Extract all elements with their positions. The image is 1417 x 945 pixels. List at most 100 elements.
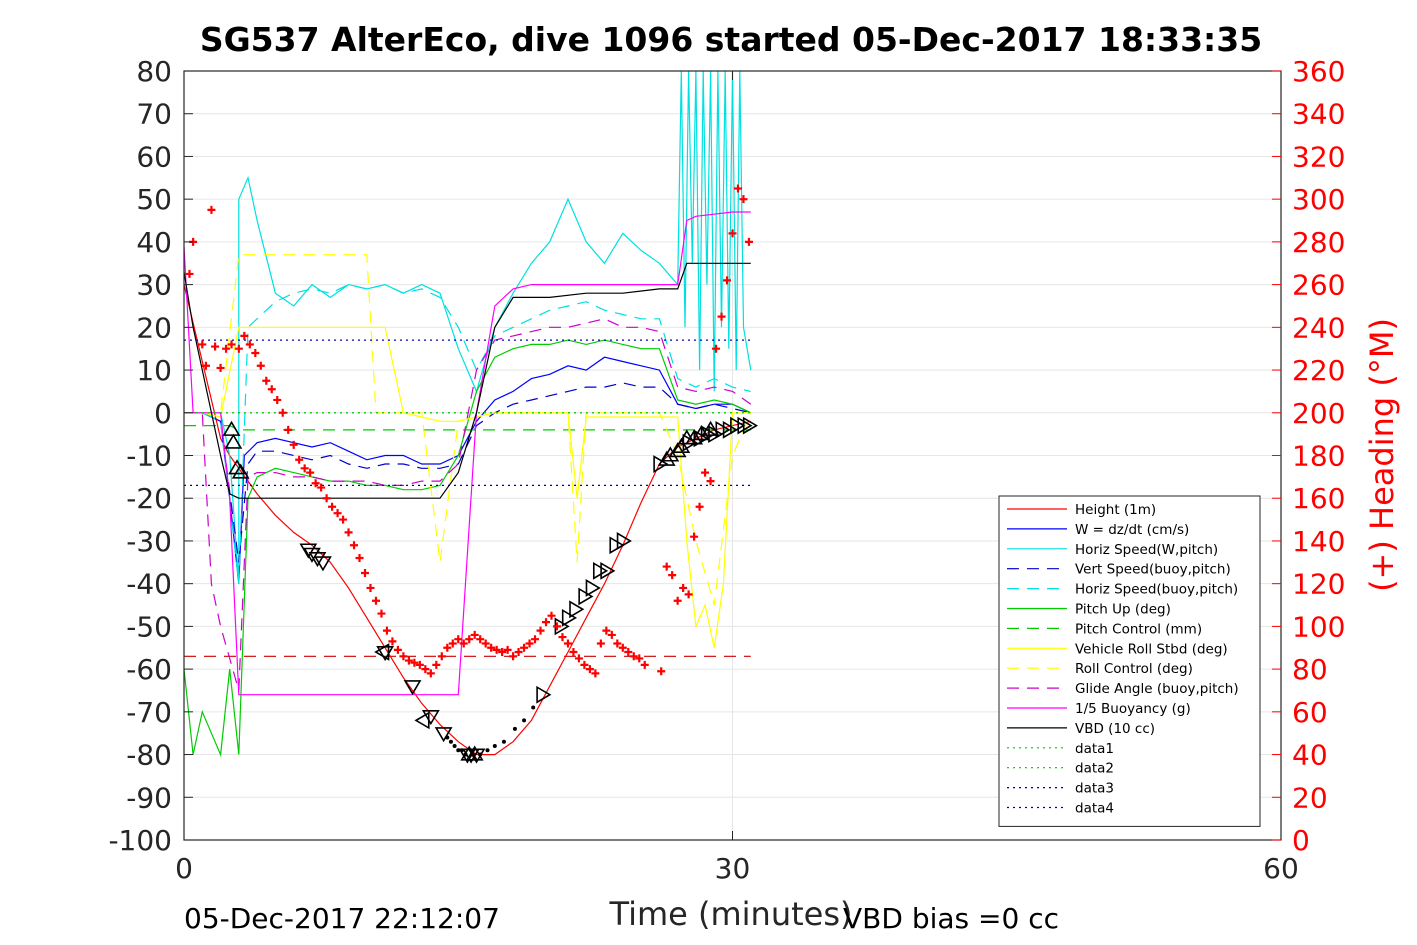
heading-point <box>350 541 359 550</box>
plot-area <box>184 71 759 764</box>
legend-label: Pitch Up (deg) <box>1075 602 1171 618</box>
heading-point <box>322 494 331 503</box>
heading-point <box>399 652 408 661</box>
legend-label: VBD (10 cc) <box>1075 721 1155 737</box>
series-line-4 <box>184 382 751 563</box>
chart-title: SG537 AlterEco, dive 1096 started 05-Dec… <box>200 20 1262 59</box>
heading-point <box>558 633 567 642</box>
heading-point <box>382 626 391 635</box>
heading-point <box>635 654 644 663</box>
right-tick-label: 320 <box>1292 140 1345 173</box>
heading-point <box>211 342 220 351</box>
heading-point <box>525 639 534 648</box>
left-tick-label: -30 <box>126 525 172 558</box>
heading-point <box>443 643 452 652</box>
legend-label: Height (1m) <box>1075 502 1156 518</box>
right-tick-label: 60 <box>1292 696 1328 729</box>
legend-label: Horiz Speed(W,pitch) <box>1075 542 1218 558</box>
left-tick-label: 60 <box>136 140 172 173</box>
heading-point <box>459 639 468 648</box>
dot-marker <box>456 748 461 753</box>
left-tick-label: 0 <box>154 397 172 430</box>
heading-point <box>509 652 518 661</box>
triangle-marker-down <box>434 727 453 743</box>
triangle-marker-right <box>693 429 709 448</box>
heading-point <box>580 660 589 669</box>
triangle-marker-up <box>701 420 720 436</box>
right-tick-label: 280 <box>1292 226 1345 259</box>
heading-point <box>629 652 638 661</box>
triangle-marker-down <box>308 551 327 568</box>
dot-marker <box>459 748 464 753</box>
dot-marker <box>478 752 483 757</box>
triangle-marker-right <box>578 587 594 606</box>
dot-marker <box>531 705 536 710</box>
heading-point <box>393 645 402 654</box>
right-tick-label: 120 <box>1292 568 1345 601</box>
heading-point <box>421 665 430 674</box>
heading-point <box>388 637 397 646</box>
triangle-marker-up <box>661 446 680 462</box>
left-tick-label: -90 <box>126 781 172 814</box>
triangle-marker-right <box>592 561 609 580</box>
heading-point <box>267 385 276 394</box>
series-line-8 <box>184 326 751 648</box>
heading-point <box>306 468 315 477</box>
heading-point <box>344 528 353 537</box>
series-line-2 <box>184 356 752 584</box>
heading-point <box>695 502 704 511</box>
heading-point <box>563 639 572 648</box>
dot-marker <box>492 744 497 749</box>
x-axis-label: Time (minutes) <box>609 895 853 933</box>
triangle-marker-up <box>668 442 687 458</box>
heading-point <box>618 643 627 652</box>
left-tick-label: -80 <box>126 739 172 772</box>
triangle-marker-right <box>682 433 698 452</box>
triangle-marker-right <box>715 420 731 439</box>
legend-label: data1 <box>1075 741 1114 757</box>
left-tick-label: -50 <box>126 610 172 643</box>
legend-label: data2 <box>1075 761 1114 777</box>
series-line-11 <box>184 211 751 696</box>
triangle-marker-right <box>609 536 625 555</box>
heading-point <box>717 312 726 321</box>
left-tick-label: 30 <box>136 269 172 302</box>
legend-label: Horiz Speed(buoy,pitch) <box>1075 582 1238 598</box>
right-tick-label: 300 <box>1292 183 1345 216</box>
heading-point <box>739 195 748 204</box>
heading-point <box>470 630 479 639</box>
heading-point <box>198 340 207 349</box>
heading-point <box>216 363 225 372</box>
heading-point <box>311 479 320 488</box>
heading-point <box>662 562 671 571</box>
heading-point <box>673 596 682 605</box>
left-tick-label: 20 <box>136 311 172 344</box>
triangle-marker-up <box>672 437 691 454</box>
series-line-5 <box>184 283 751 584</box>
heading-point <box>552 622 561 631</box>
triangle-marker-right <box>737 416 753 435</box>
heading-point <box>487 643 496 652</box>
heading-point <box>234 344 243 353</box>
legend-label: data4 <box>1075 801 1114 817</box>
dot-marker <box>522 718 527 723</box>
footer-vbd-bias: VBD bias =0 cc <box>843 902 1059 935</box>
heading-point <box>481 639 490 648</box>
triangle-marker-up <box>222 420 241 436</box>
heading-point <box>503 645 512 654</box>
heading-point <box>596 639 605 648</box>
heading-point <box>207 205 216 214</box>
right-tick-label: 80 <box>1292 653 1328 686</box>
right-tick-label: 260 <box>1292 269 1345 302</box>
heading-point <box>432 660 441 669</box>
heading-point <box>728 229 737 238</box>
heading-point <box>245 340 254 349</box>
triangle-marker-left <box>374 643 390 661</box>
legend-label: Glide Angle (buoy,pitch) <box>1075 681 1239 697</box>
legend-box <box>998 495 1261 827</box>
heading-point <box>668 571 677 580</box>
legend-label: Pitch Control (mm) <box>1075 621 1202 637</box>
x-tick-label: 60 <box>1263 852 1299 885</box>
triangle-marker-right <box>742 416 759 435</box>
right-tick-label: 240 <box>1292 311 1345 344</box>
